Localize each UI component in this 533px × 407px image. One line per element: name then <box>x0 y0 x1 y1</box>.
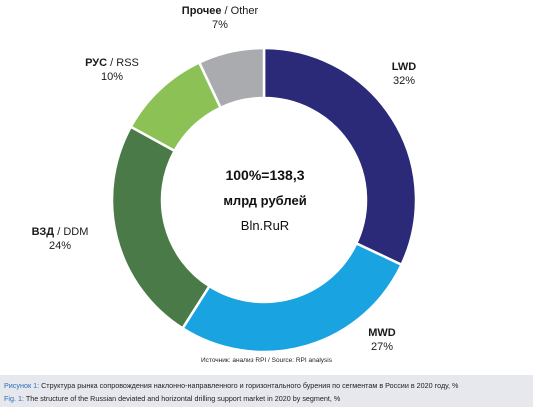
label-vzd-cat-ru: ВЗД <box>31 226 55 238</box>
label-rus-cat-ru: РУС <box>85 57 108 69</box>
label-other-cat-ru: Прочее <box>181 5 222 17</box>
source-note: Источник: анализ RPI / Source: RPI analy… <box>201 357 332 364</box>
label-rus-value: 10% <box>100 71 124 83</box>
caption-ru: Рисунок 1: Структура рынка сопровождения… <box>4 381 458 390</box>
label-vzd: ВЗД / DDM 24% <box>18 225 102 253</box>
center-total: 100%=138,3 <box>225 167 305 183</box>
caption-ru-text: Структура рынка сопровождения наклонно-н… <box>39 381 459 390</box>
caption-en: Fig. 1: The structure of the Russian dev… <box>4 394 340 403</box>
label-lwd: LWD 32% <box>379 60 429 88</box>
donut-chart: 100%=138,3 млрд рублей Bln.RuR LWD 32% M… <box>18 4 429 364</box>
label-other-cat-en: Other <box>230 5 259 17</box>
label-other: Прочее / Other 7% <box>170 4 270 32</box>
caption-en-lead: Fig. 1: <box>4 394 24 403</box>
figure-caption: Рисунок 1: Структура рынка сопровождения… <box>0 375 533 407</box>
label-vzd-value: 24% <box>48 240 72 252</box>
label-lwd-value: 32% <box>392 75 416 87</box>
slice-other <box>197 46 266 110</box>
slice-lwd <box>262 46 418 267</box>
label-mwd-value: 27% <box>370 341 394 353</box>
donut-chart-svg <box>110 46 418 354</box>
label-other-value: 7% <box>212 19 228 31</box>
label-rus-cat-en: RSS <box>116 57 139 69</box>
label-mwd-cat: MWD <box>368 327 396 339</box>
caption-en-text: The structure of the Russian deviated an… <box>23 394 341 403</box>
caption-ru-lead: Рисунок 1: <box>4 381 40 390</box>
slice-mwd <box>180 241 404 354</box>
center-unit: млрд рублей <box>223 193 307 208</box>
label-mwd: MWD 27% <box>357 326 407 354</box>
label-lwd-cat: LWD <box>391 61 417 73</box>
donut-center: 100%=138,3 млрд рублей Bln.RuR <box>170 166 360 235</box>
center-brand: Bln.RuR <box>240 218 290 233</box>
label-vzd-cat-en: DDM <box>63 226 89 238</box>
label-rus: РУС / RSS 10% <box>70 56 154 84</box>
